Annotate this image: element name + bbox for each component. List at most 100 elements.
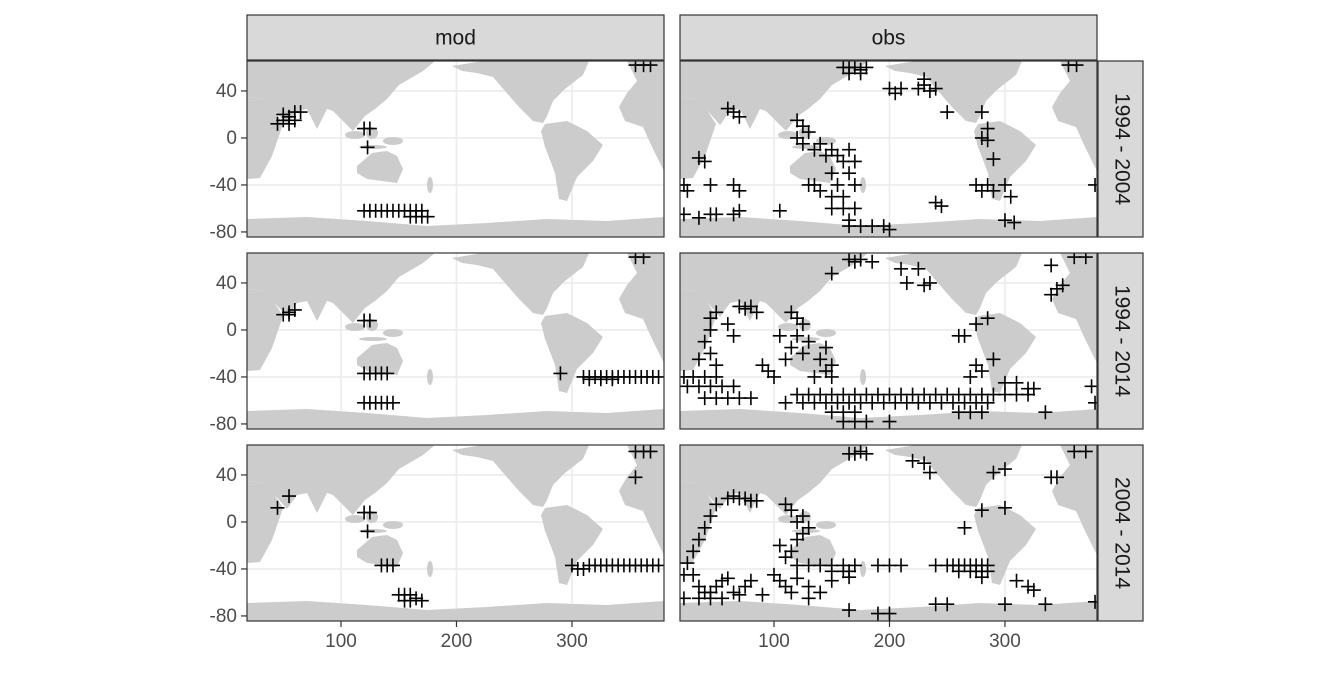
point — [894, 558, 909, 573]
point — [651, 558, 664, 573]
point — [969, 358, 984, 373]
point — [905, 453, 920, 468]
point — [997, 500, 1012, 515]
point — [680, 556, 695, 571]
point — [969, 317, 984, 332]
point — [282, 116, 297, 131]
point — [813, 136, 828, 151]
point — [726, 379, 741, 394]
y-tick-label: 0 — [226, 320, 237, 341]
point — [934, 199, 949, 214]
point — [691, 591, 706, 606]
point — [703, 177, 718, 192]
point — [824, 369, 839, 384]
point — [1009, 573, 1024, 588]
point — [738, 301, 753, 316]
panel — [247, 253, 664, 429]
panel-border — [679, 252, 1098, 430]
panel-border — [246, 252, 665, 430]
point — [876, 219, 891, 234]
point — [691, 150, 706, 165]
point — [732, 203, 747, 218]
point — [980, 177, 995, 192]
point — [778, 550, 793, 565]
point — [801, 579, 816, 594]
point — [282, 307, 297, 322]
point — [720, 101, 735, 116]
point — [790, 571, 805, 586]
point — [1078, 445, 1093, 459]
point — [974, 503, 989, 518]
point — [986, 152, 1001, 167]
point — [963, 369, 978, 384]
point — [842, 603, 857, 618]
x-tick-label: 200 — [874, 631, 906, 652]
x-tick-label: 100 — [758, 631, 790, 652]
point — [859, 414, 874, 429]
point — [409, 591, 424, 606]
point — [784, 585, 799, 600]
point — [1049, 281, 1064, 296]
point — [795, 119, 810, 134]
point — [749, 493, 764, 508]
point — [1055, 278, 1070, 293]
point — [980, 311, 995, 326]
point — [1088, 177, 1097, 192]
point — [686, 567, 701, 582]
point — [276, 107, 291, 122]
point — [778, 352, 793, 367]
point — [743, 299, 758, 314]
panel-border — [679, 60, 1098, 238]
point — [980, 395, 995, 410]
panel-border — [246, 60, 665, 238]
panel — [680, 253, 1097, 429]
point — [842, 166, 857, 181]
strip-label: 1994 - 2014 — [1110, 285, 1133, 397]
point — [997, 462, 1012, 477]
point — [628, 470, 643, 485]
point — [853, 445, 868, 459]
point — [732, 587, 747, 602]
point — [795, 317, 810, 332]
point — [1044, 287, 1059, 302]
point — [732, 183, 747, 198]
point — [818, 340, 833, 355]
panel-border — [246, 444, 665, 622]
point — [697, 520, 712, 535]
point — [917, 456, 932, 471]
point — [980, 133, 995, 148]
point — [853, 253, 868, 267]
point — [362, 313, 377, 328]
point — [605, 372, 620, 387]
point — [755, 358, 770, 373]
point — [767, 567, 782, 582]
point — [847, 201, 862, 216]
y-tick-label: -80 — [210, 414, 237, 435]
point — [813, 183, 828, 198]
point — [749, 305, 764, 320]
point — [403, 593, 418, 608]
point — [360, 140, 375, 155]
point — [790, 130, 805, 145]
point — [1044, 258, 1059, 273]
y-tick-label: 40 — [216, 465, 237, 486]
point — [651, 369, 664, 384]
point — [790, 311, 805, 326]
point — [1021, 579, 1036, 594]
point — [680, 183, 695, 198]
point — [1084, 379, 1097, 394]
point — [1049, 470, 1064, 485]
point — [917, 72, 932, 87]
point — [726, 177, 741, 192]
point — [385, 395, 400, 410]
point — [738, 491, 753, 506]
point — [420, 209, 435, 224]
point — [940, 597, 955, 612]
point — [801, 520, 816, 535]
point — [738, 579, 753, 594]
strip — [1097, 444, 1144, 622]
point — [842, 213, 857, 228]
point — [709, 497, 724, 512]
strip-label: 1994 - 2004 — [1110, 93, 1133, 205]
point — [957, 520, 972, 535]
